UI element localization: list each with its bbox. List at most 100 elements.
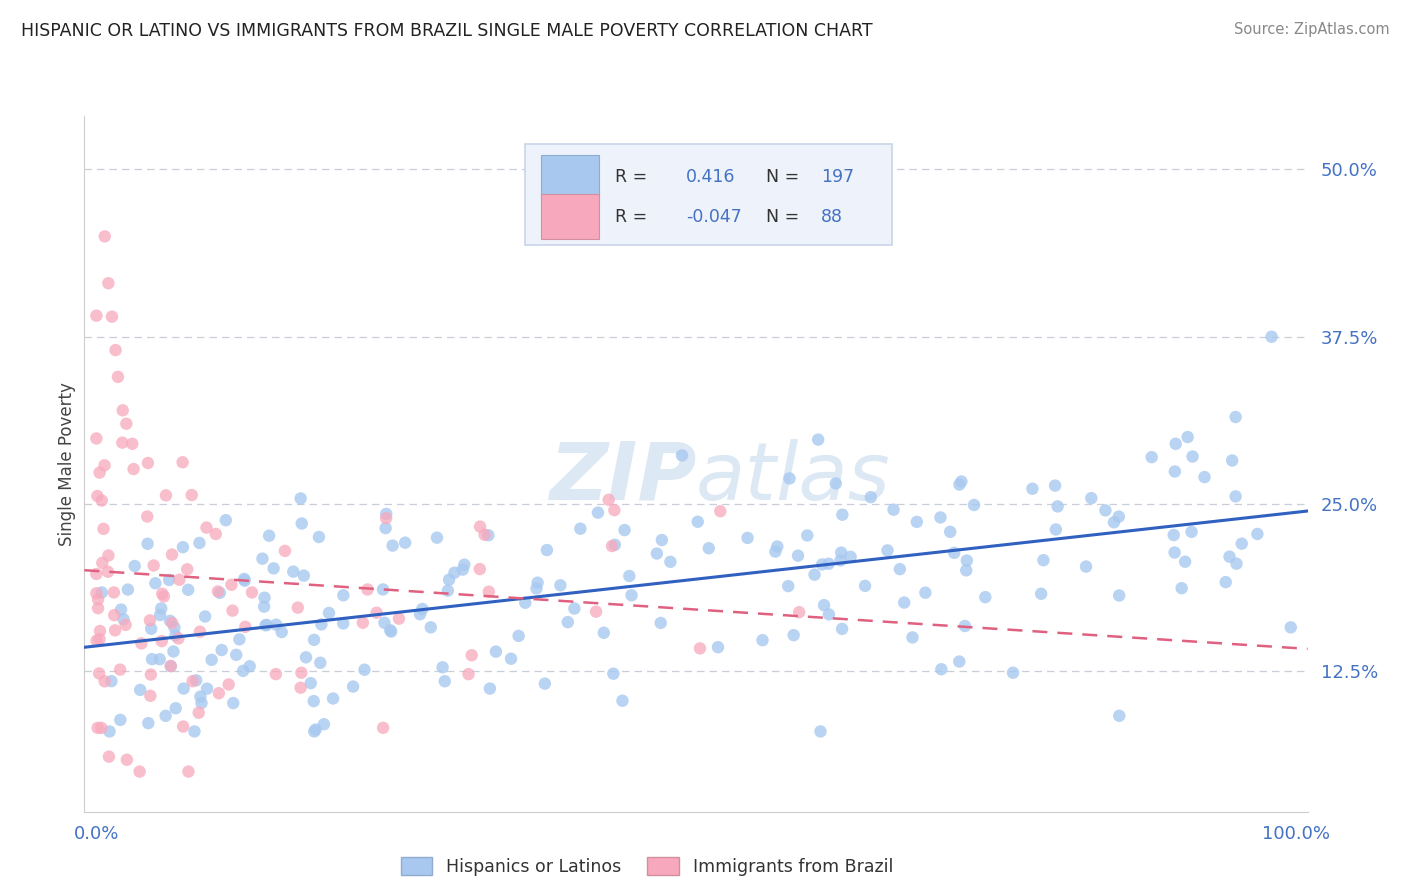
Point — [111, 403, 134, 417]
Point — [557, 615, 579, 629]
Point — [1163, 528, 1185, 542]
Point — [318, 606, 340, 620]
Point — [141, 622, 163, 636]
Point — [114, 618, 136, 632]
Point — [831, 508, 853, 522]
Point — [1225, 557, 1247, 571]
Point — [233, 574, 256, 588]
Point — [380, 624, 402, 639]
Point — [876, 543, 898, 558]
Point — [256, 618, 278, 632]
Point — [901, 631, 924, 645]
Point — [619, 569, 641, 583]
Point — [375, 511, 398, 525]
Point — [1094, 503, 1116, 517]
Point — [141, 652, 163, 666]
Point — [437, 583, 460, 598]
Point — [115, 417, 138, 431]
Point — [221, 578, 243, 592]
Point — [159, 614, 181, 628]
Point — [115, 753, 138, 767]
Point — [787, 549, 810, 563]
Point — [254, 618, 277, 632]
Point — [302, 632, 325, 647]
Point — [948, 655, 970, 669]
Point — [283, 565, 305, 579]
Point — [371, 721, 394, 735]
Point — [225, 648, 247, 662]
Point — [165, 701, 187, 715]
Point — [311, 617, 333, 632]
Point — [569, 522, 592, 536]
Point — [603, 503, 626, 517]
Point — [159, 659, 181, 673]
Point — [136, 509, 159, 524]
Point — [778, 579, 800, 593]
Point — [150, 601, 173, 615]
Point — [1174, 555, 1197, 569]
Point — [824, 476, 846, 491]
Point — [437, 573, 460, 587]
Point — [931, 662, 953, 676]
Point — [602, 666, 624, 681]
Point — [111, 435, 134, 450]
Point — [257, 529, 280, 543]
Point — [426, 531, 449, 545]
Point — [122, 462, 145, 476]
Point — [128, 764, 150, 779]
Point — [388, 612, 411, 626]
Point — [453, 558, 475, 572]
Point — [943, 546, 966, 560]
Point — [526, 575, 548, 590]
Point — [172, 540, 194, 554]
Point — [221, 604, 243, 618]
Point — [782, 628, 804, 642]
Point — [1080, 491, 1102, 505]
Point — [263, 561, 285, 575]
Point — [751, 633, 773, 648]
Point — [839, 549, 862, 564]
Point — [1163, 545, 1185, 559]
Point — [208, 586, 231, 600]
Point — [352, 615, 374, 630]
Point — [108, 663, 131, 677]
Point — [411, 602, 433, 616]
Point — [526, 582, 548, 596]
Point — [592, 625, 614, 640]
Y-axis label: Single Male Poverty: Single Male Poverty — [58, 382, 76, 546]
Point — [183, 724, 205, 739]
Point — [308, 530, 330, 544]
Point — [474, 528, 496, 542]
Point — [478, 681, 501, 696]
Point — [813, 598, 835, 612]
Point — [100, 674, 122, 689]
Point — [394, 535, 416, 549]
Point — [233, 572, 256, 586]
Point — [150, 587, 173, 601]
Point — [86, 633, 108, 648]
Point — [686, 515, 709, 529]
Point — [433, 674, 456, 689]
FancyBboxPatch shape — [541, 194, 599, 239]
Point — [149, 608, 172, 623]
Point — [1225, 410, 1247, 425]
Point — [86, 432, 108, 446]
Point — [155, 488, 177, 502]
Point — [697, 541, 720, 556]
Point — [87, 666, 110, 681]
Point — [1032, 553, 1054, 567]
Point — [1180, 524, 1202, 539]
Point — [232, 664, 254, 678]
Point — [478, 584, 501, 599]
Point — [953, 619, 976, 633]
Point — [264, 617, 287, 632]
Point — [208, 686, 231, 700]
Point — [136, 716, 159, 731]
Point — [457, 667, 479, 681]
Point — [671, 449, 693, 463]
Point — [159, 659, 181, 673]
Point — [1102, 516, 1125, 530]
Point — [97, 549, 120, 563]
Point — [104, 343, 127, 358]
Text: R =: R = — [616, 169, 648, 186]
